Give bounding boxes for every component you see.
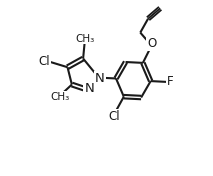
Text: N: N bbox=[84, 82, 94, 95]
Text: Cl: Cl bbox=[108, 110, 120, 123]
Text: Cl: Cl bbox=[38, 55, 50, 68]
Text: O: O bbox=[147, 37, 156, 50]
Text: CH₃: CH₃ bbox=[75, 34, 95, 44]
Text: N: N bbox=[95, 72, 104, 85]
Text: CH₃: CH₃ bbox=[50, 92, 69, 102]
Text: F: F bbox=[167, 76, 174, 88]
